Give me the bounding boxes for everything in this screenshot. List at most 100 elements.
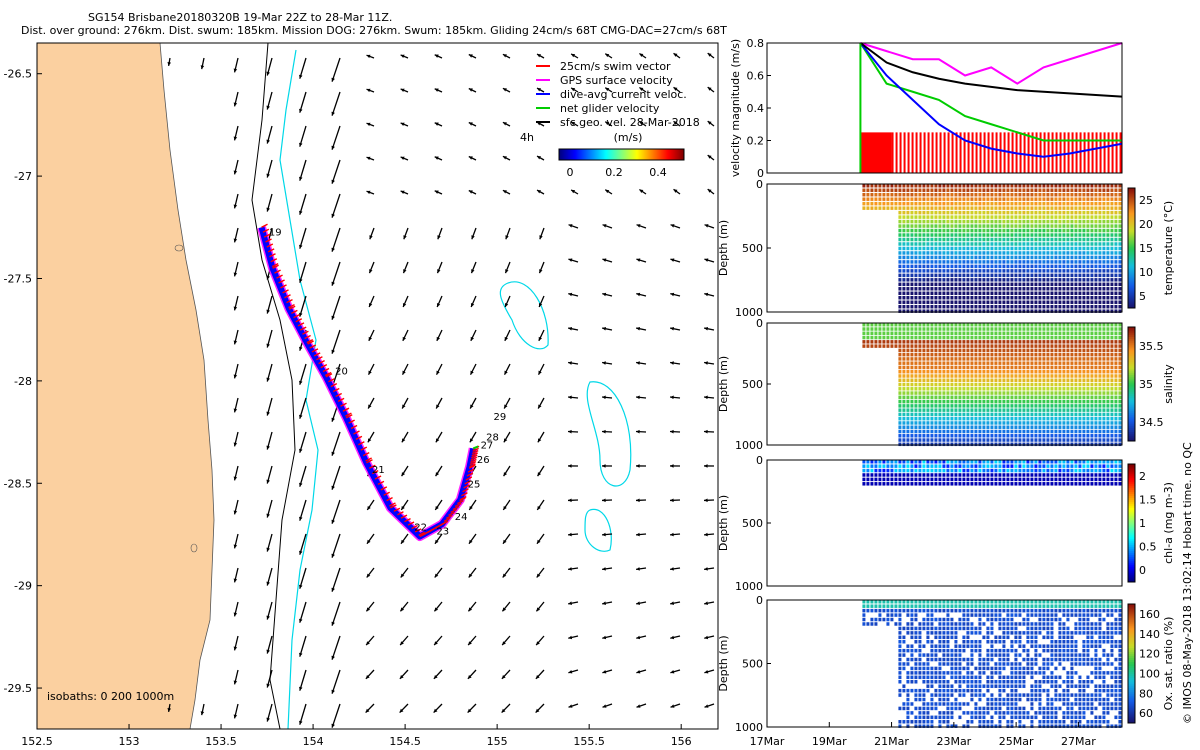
profile-cell bbox=[958, 416, 962, 421]
profile-cell bbox=[1006, 404, 1010, 408]
profile-cell bbox=[930, 273, 934, 278]
profile-cell bbox=[1098, 255, 1102, 260]
profile-cell bbox=[1046, 395, 1050, 400]
swim-vector bbox=[263, 233, 271, 238]
velocity-arrowhead bbox=[400, 190, 405, 194]
velocity-arrowhead bbox=[502, 88, 507, 92]
profile-cell bbox=[1066, 412, 1070, 417]
profile-cell bbox=[998, 348, 1002, 353]
profile-cell bbox=[914, 188, 918, 192]
profile-cell bbox=[1098, 260, 1102, 264]
profile-cell bbox=[1014, 374, 1018, 378]
profile-cell bbox=[1070, 369, 1074, 374]
colorbar-cell bbox=[1128, 363, 1135, 366]
profile-cell bbox=[922, 416, 926, 421]
profile-cell bbox=[1054, 348, 1058, 353]
figure-subtitle: Dist. over ground: 276km. Dist. swum: 18… bbox=[21, 24, 727, 37]
profile-cell bbox=[1042, 278, 1046, 282]
profile-cell bbox=[1102, 237, 1106, 242]
velocity-arrowhead bbox=[471, 269, 475, 274]
profile-cell bbox=[1006, 237, 1010, 242]
velocity-arrowhead bbox=[602, 532, 606, 537]
profile-cell bbox=[970, 387, 974, 391]
profile-cell bbox=[986, 255, 990, 260]
swim-vector bbox=[461, 492, 468, 497]
profile-cell bbox=[1026, 434, 1030, 438]
profile-cell bbox=[930, 357, 934, 361]
profile-cell bbox=[1118, 425, 1122, 429]
profile-cell bbox=[946, 438, 950, 442]
profile-cell bbox=[962, 287, 966, 291]
velocity-arrowhead bbox=[605, 53, 610, 58]
swim-vector bbox=[374, 475, 382, 480]
profile-cell bbox=[902, 327, 906, 331]
profile-cell bbox=[1062, 278, 1066, 282]
profile-cell bbox=[978, 361, 982, 365]
colorbar-cell bbox=[677, 149, 679, 160]
profile-cell bbox=[902, 260, 906, 264]
profile-cell bbox=[910, 352, 914, 357]
profile-cell bbox=[994, 468, 998, 473]
profile-cell bbox=[866, 327, 870, 331]
profile-cell bbox=[990, 344, 994, 348]
velocity-arrowhead bbox=[266, 649, 270, 654]
profile-cell bbox=[986, 188, 990, 192]
profile-cell bbox=[878, 201, 882, 206]
profile-cell bbox=[1074, 473, 1078, 477]
profile-cell bbox=[1054, 442, 1058, 447]
profile-cell bbox=[1090, 434, 1094, 438]
swim-vector bbox=[318, 360, 325, 365]
profile-cell bbox=[1050, 412, 1054, 417]
profile-cell bbox=[982, 282, 986, 287]
profile-cell bbox=[926, 399, 930, 404]
profile-cell bbox=[1002, 429, 1006, 434]
profile-cell bbox=[914, 219, 918, 224]
profile-cell bbox=[1010, 344, 1014, 348]
colorbar-cell bbox=[1128, 210, 1135, 213]
swim-vector bbox=[441, 520, 449, 525]
swim-bar bbox=[1043, 132, 1046, 173]
profile-cell bbox=[1106, 369, 1110, 374]
profile-cell bbox=[1014, 264, 1018, 269]
profile-cell bbox=[870, 197, 874, 201]
profile-cell bbox=[866, 192, 870, 197]
swim-vector bbox=[460, 496, 467, 501]
velocity-arrowhead bbox=[331, 281, 335, 286]
velocity-arrowhead bbox=[704, 532, 708, 537]
colorbar-cell bbox=[1128, 471, 1135, 475]
profile-cell bbox=[986, 251, 990, 255]
profile-cell bbox=[1030, 273, 1034, 278]
profile-cell bbox=[978, 357, 982, 361]
colorbar-cell bbox=[603, 149, 605, 160]
profile-cell bbox=[1014, 331, 1018, 336]
colorbar-cell bbox=[1128, 376, 1135, 379]
profile-cell bbox=[1006, 273, 1010, 278]
profile-cell bbox=[994, 399, 998, 404]
profile-cell bbox=[1026, 438, 1030, 442]
profile-cell bbox=[954, 421, 958, 425]
profile-cell bbox=[1114, 246, 1118, 251]
profile-cell bbox=[1010, 429, 1014, 434]
profile-cell bbox=[1086, 412, 1090, 417]
swim-bar bbox=[939, 132, 942, 173]
profile-cell bbox=[1094, 344, 1098, 348]
profile-cell bbox=[1050, 206, 1054, 210]
profile-cell bbox=[1038, 323, 1042, 327]
profile-cell bbox=[1078, 228, 1082, 233]
profile-cell bbox=[966, 282, 970, 287]
profile-cell bbox=[906, 282, 910, 287]
profile-cell bbox=[1070, 468, 1074, 473]
profile-cell bbox=[1106, 201, 1110, 206]
profile-cell bbox=[1058, 408, 1062, 412]
velocity-arrowhead bbox=[568, 567, 572, 571]
profile-cell bbox=[1018, 460, 1022, 464]
profile-cell bbox=[1034, 374, 1038, 378]
profile-cell bbox=[902, 365, 906, 370]
profile-cell bbox=[1066, 391, 1070, 395]
velocity-arrowhead bbox=[299, 652, 303, 657]
profile-cell bbox=[1086, 184, 1090, 188]
profile-cell bbox=[990, 395, 994, 400]
profile-cell bbox=[1018, 237, 1022, 242]
profile-cell bbox=[1010, 287, 1014, 291]
profile-cell bbox=[1078, 468, 1082, 473]
